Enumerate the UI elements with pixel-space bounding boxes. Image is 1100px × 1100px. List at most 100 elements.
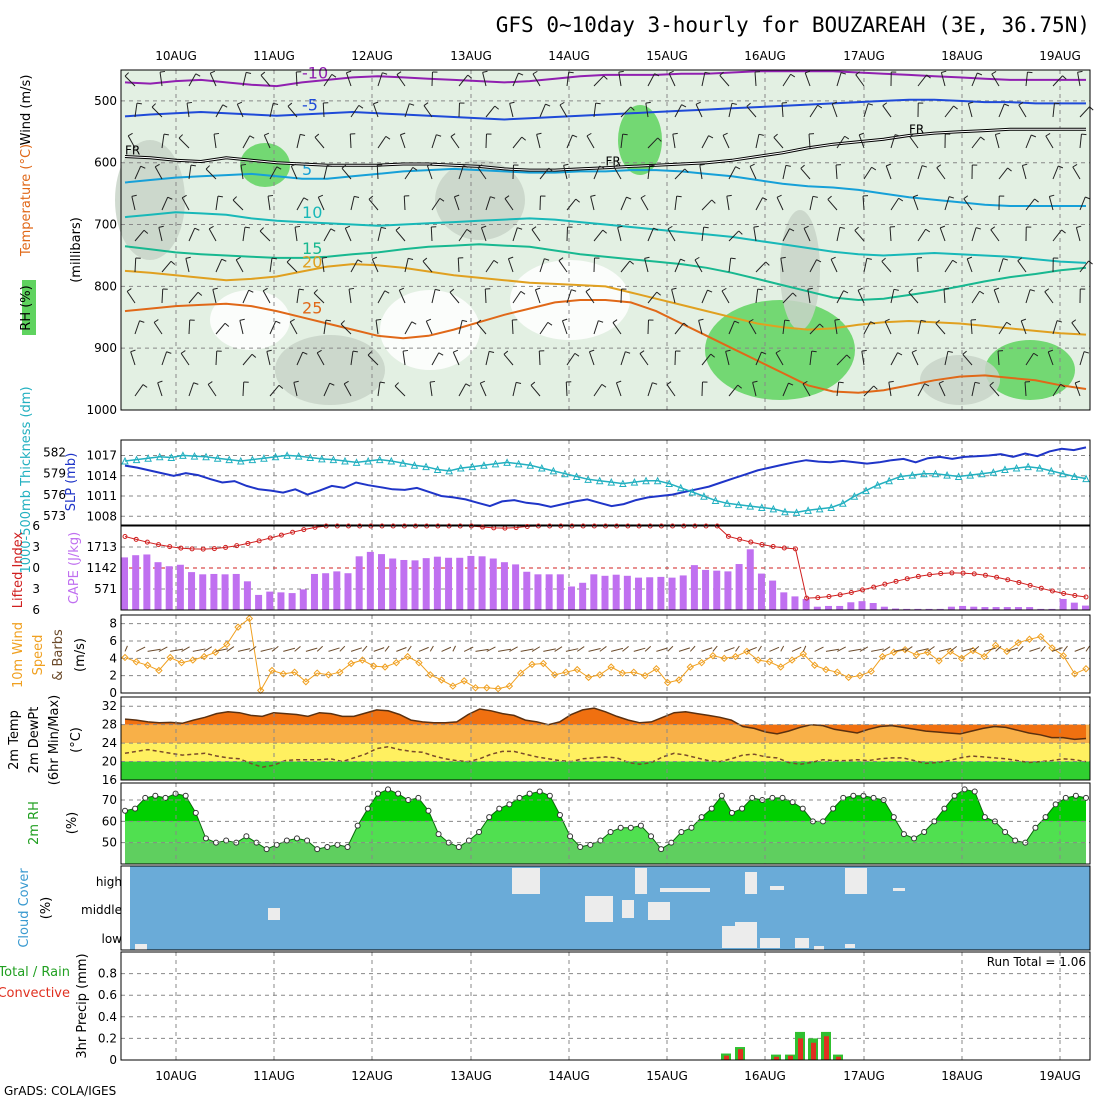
cape-bar — [1014, 607, 1022, 610]
wind-barb — [159, 72, 163, 87]
rh-marker — [648, 833, 655, 840]
wind-barb-flag — [859, 132, 865, 136]
thickness-marker — [642, 476, 650, 485]
cloud-cell — [635, 868, 647, 894]
wind-barb — [943, 288, 946, 304]
isotherm-line — [124, 299, 1087, 394]
wind-barb-flag — [757, 288, 763, 291]
wind-barb-flag — [532, 70, 538, 75]
wind-barb-flag — [748, 318, 754, 323]
wind-barb — [431, 289, 436, 304]
wind-barb-flag — [953, 105, 958, 110]
wind-barb-10m — [814, 646, 824, 652]
wind-barb — [404, 167, 414, 180]
y-tick-label: 1008 — [86, 509, 117, 523]
wind-barb-flag — [1088, 260, 1093, 265]
rh-area — [780, 210, 820, 330]
wind-barb — [215, 104, 224, 118]
wind-barb-flag — [948, 196, 955, 199]
wind-barb — [377, 290, 386, 304]
cape-bar — [992, 607, 1000, 610]
wind-barb — [1025, 72, 1028, 87]
y-label-wind10m-c: & Barbs — [51, 629, 66, 681]
lifted-index-marker — [200, 546, 206, 552]
wind-barb — [404, 103, 410, 118]
wind-barb-flag — [602, 229, 608, 234]
wind-barb — [725, 351, 730, 366]
wind-barb — [511, 319, 514, 335]
wind-barb — [746, 106, 757, 118]
wind-barb-flag — [476, 319, 482, 324]
wind-barb-flag — [222, 104, 228, 108]
fr-label: FR — [909, 123, 924, 137]
day-label-top: 14AUG — [548, 49, 590, 63]
wind-barb-flag — [291, 163, 297, 167]
wind-barb — [755, 197, 764, 211]
wind-barb-flag — [707, 289, 713, 293]
lifted-index-marker — [770, 544, 776, 550]
wind-barb-flag — [402, 349, 409, 352]
wind-barb-flag — [618, 70, 624, 73]
wind-barb-flag — [653, 227, 659, 231]
rh-marker — [455, 843, 462, 850]
wind-barb-flag — [1061, 229, 1066, 234]
thickness-marker — [422, 462, 430, 471]
wind-barb — [458, 383, 467, 397]
wind-barb-flag — [649, 164, 655, 167]
wind-barb — [593, 75, 605, 87]
wind-speed-marker — [234, 623, 242, 631]
cloud-frame — [120, 865, 1091, 951]
wind-barb-flag — [302, 351, 308, 355]
wind-barb — [531, 229, 541, 242]
wind-barb — [861, 351, 865, 366]
wind-barb — [722, 135, 730, 149]
wind-barb-flag — [1077, 70, 1083, 73]
wind-barb — [269, 166, 278, 180]
wind-barb-flag — [167, 196, 173, 200]
wind-barb-flag — [346, 70, 352, 74]
wind-barb — [593, 103, 597, 118]
wind-barb-flag — [844, 135, 850, 140]
wind-barb-flag — [372, 256, 378, 260]
rh-marker — [749, 794, 756, 801]
run-total-label: Run Total = 1.06 — [987, 955, 1086, 969]
wind-barb-10m — [1085, 645, 1091, 652]
cape-bar — [959, 605, 967, 610]
wind-barb-flag — [345, 225, 351, 229]
wind-barb — [1074, 382, 1081, 397]
wind-barb — [728, 384, 739, 397]
wind-barb-10m — [769, 646, 780, 652]
thickness-marker — [1047, 466, 1056, 475]
thickness-marker — [318, 454, 326, 463]
wind-barb-flag — [832, 101, 838, 105]
cape-bar — [322, 573, 330, 610]
wind-barb-flag — [343, 380, 349, 385]
thickness-marker — [572, 472, 581, 481]
cloud-cell — [845, 868, 867, 894]
cape-bar — [266, 591, 274, 610]
cape-bar — [780, 592, 788, 610]
thickness-marker — [526, 461, 535, 469]
isotherm-line — [124, 263, 1087, 336]
wind-barb-flag — [453, 349, 459, 353]
wind-barb-flag — [357, 259, 363, 263]
wind-barb-10m — [294, 645, 301, 652]
wind-barb-flag — [758, 133, 764, 136]
wind-barb-flag — [408, 257, 414, 260]
isotherm-label: -10 — [302, 63, 328, 82]
wind-barb-flag — [375, 318, 382, 321]
wind-barb — [161, 197, 169, 211]
y-tick-label: 70 — [102, 793, 117, 807]
wind-barb — [1075, 227, 1081, 242]
wind-barb-flag — [617, 225, 623, 228]
wind10m-panel: 0 2 4 6 8 10m Wind Speed & Barbs (m/s) — [11, 614, 1091, 700]
rh-marker — [708, 805, 715, 812]
wind-speed-marker — [867, 667, 875, 676]
wind-barb-flag — [264, 132, 270, 136]
wind-barb-10m — [984, 647, 996, 652]
wind-speed-marker — [822, 665, 830, 674]
wind-barb-10m — [339, 645, 346, 652]
wind-barb — [807, 289, 811, 304]
wind-barb — [539, 103, 546, 118]
cape-bar — [188, 572, 196, 610]
